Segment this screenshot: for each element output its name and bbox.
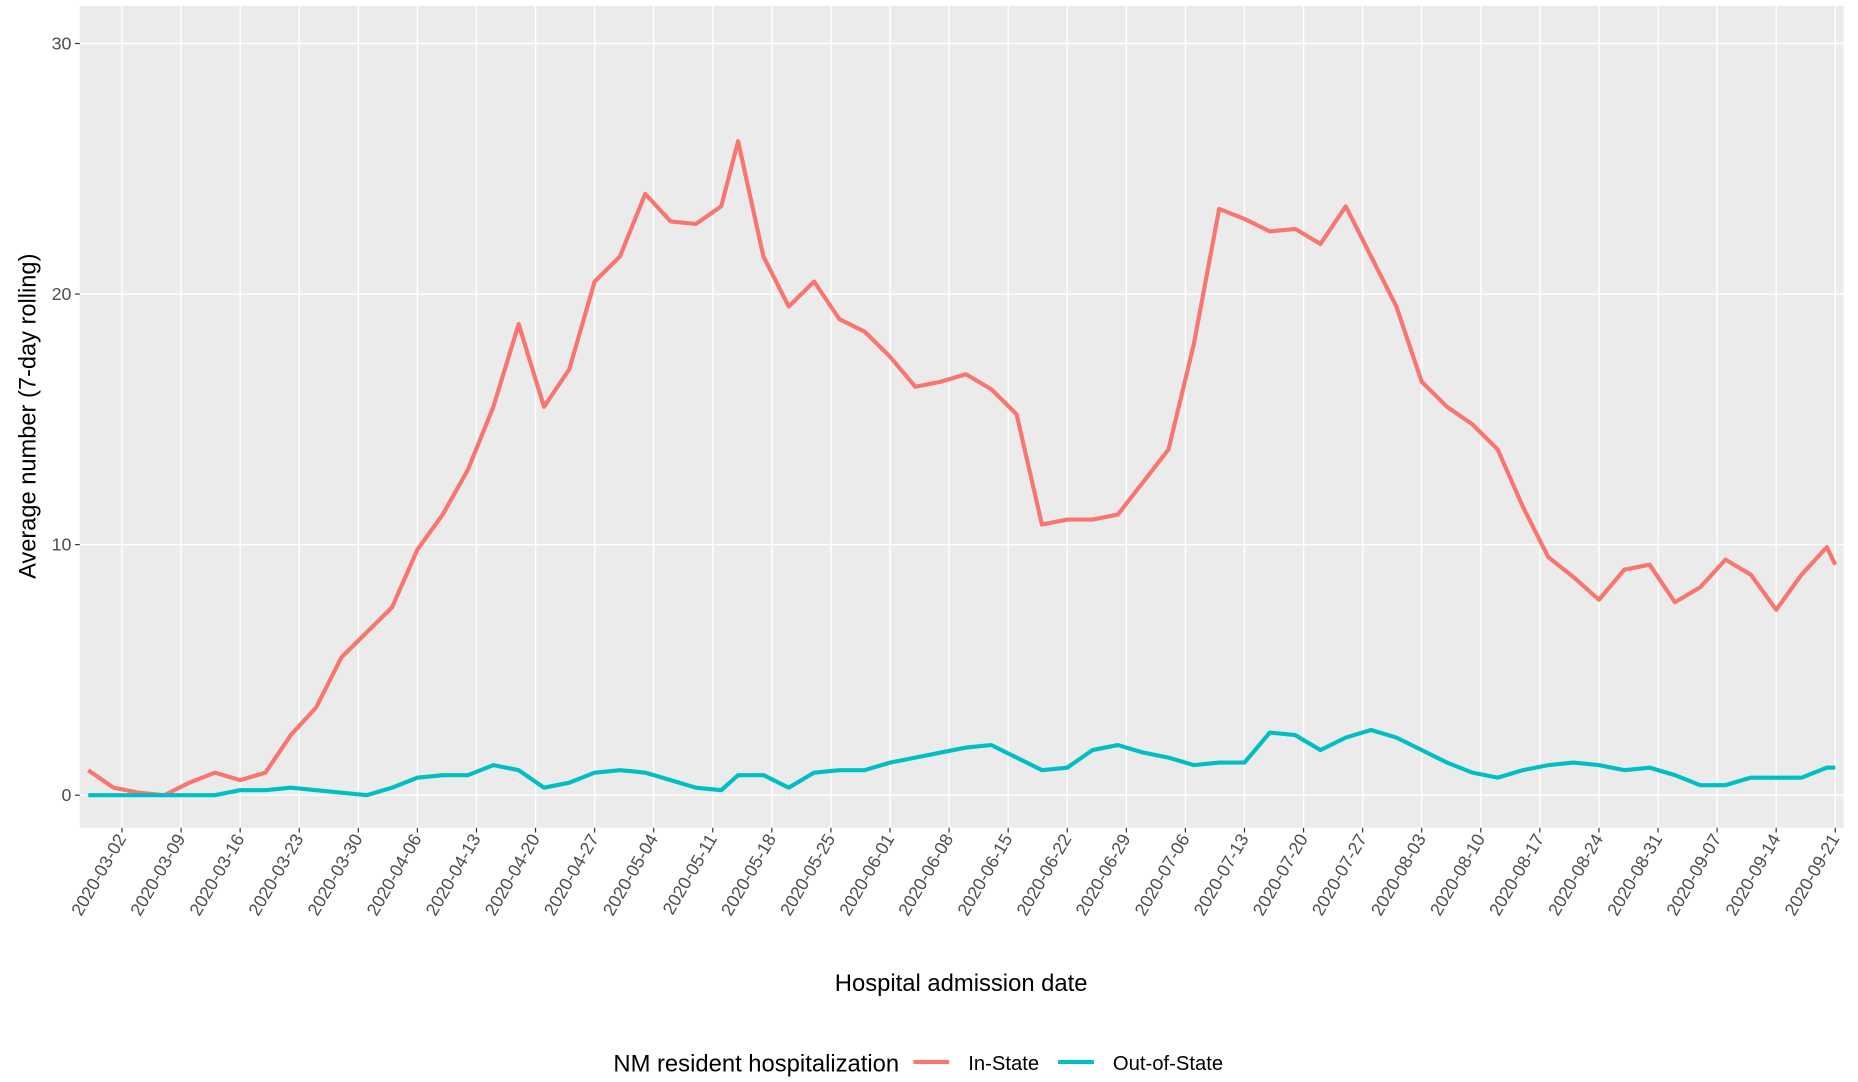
y-axis-title: Average number (7-day rolling) (16, 254, 42, 579)
y-tick-label: 10 (52, 535, 72, 555)
x-tick-label: 2020-07-27 (1308, 830, 1371, 919)
x-tick-label: 2020-06-15 (953, 830, 1016, 919)
x-tick-label: 2020-05-18 (717, 830, 780, 919)
x-tick-label: 2020-06-08 (894, 830, 957, 919)
x-tick-label: 2020-03-16 (185, 830, 248, 919)
y-tick-label: 30 (52, 33, 72, 53)
x-tick-label: 2020-03-02 (67, 830, 130, 919)
y-tick-label: 20 (52, 284, 72, 304)
series-line (88, 727, 1836, 798)
grid (79, 5, 1844, 828)
x-tick-label: 2020-04-06 (363, 830, 426, 919)
x-tick-label: 2020-05-04 (599, 830, 662, 919)
plot-background (79, 5, 1844, 828)
x-tick-label: 2020-07-06 (1131, 830, 1194, 919)
x-tick-label: 2020-09-21 (1780, 830, 1843, 919)
x-tick-label: 2020-08-17 (1485, 830, 1548, 919)
x-tick-label: 2020-03-09 (126, 830, 189, 919)
x-axis-title: Hospital admission date (835, 971, 1088, 997)
x-tick-label: 2020-08-10 (1426, 830, 1489, 919)
x-tick-label: 2020-08-31 (1603, 830, 1666, 919)
legend: NM resident hospitalization In-State Out-… (613, 1051, 1223, 1077)
x-tick-label: 2020-04-13 (422, 830, 485, 919)
x-tick-label: 2020-06-22 (1012, 830, 1075, 919)
x-tick-label: 2020-06-29 (1072, 830, 1135, 919)
x-tick-label: 2020-08-03 (1367, 830, 1430, 919)
lines (87, 139, 1838, 798)
series-line (87, 139, 1838, 798)
legend-title: NM resident hospitalization (613, 1051, 899, 1077)
x-tick-label: 2020-09-07 (1662, 830, 1725, 919)
legend-label: Out-of-State (1113, 1053, 1223, 1075)
x-tick-label: 2020-05-25 (776, 830, 839, 919)
y-tick-label: 0 (62, 785, 72, 805)
x-tick-label: 2020-04-20 (481, 830, 544, 919)
x-tick-label: 2020-09-14 (1721, 830, 1784, 919)
x-tick-label: 2020-07-13 (1190, 830, 1253, 919)
x-tick-label: 2020-03-23 (244, 830, 307, 919)
x-tick-label: 2020-04-27 (540, 830, 603, 919)
x-tick-label: 2020-05-11 (659, 830, 721, 917)
x-tick-label: 2020-08-24 (1544, 830, 1607, 919)
x-tick-label: 2020-07-20 (1249, 830, 1312, 919)
x-tick-label: 2020-03-30 (303, 830, 366, 919)
legend-label: In-State (968, 1053, 1039, 1075)
x-tick-label: 2020-06-01 (835, 830, 898, 919)
